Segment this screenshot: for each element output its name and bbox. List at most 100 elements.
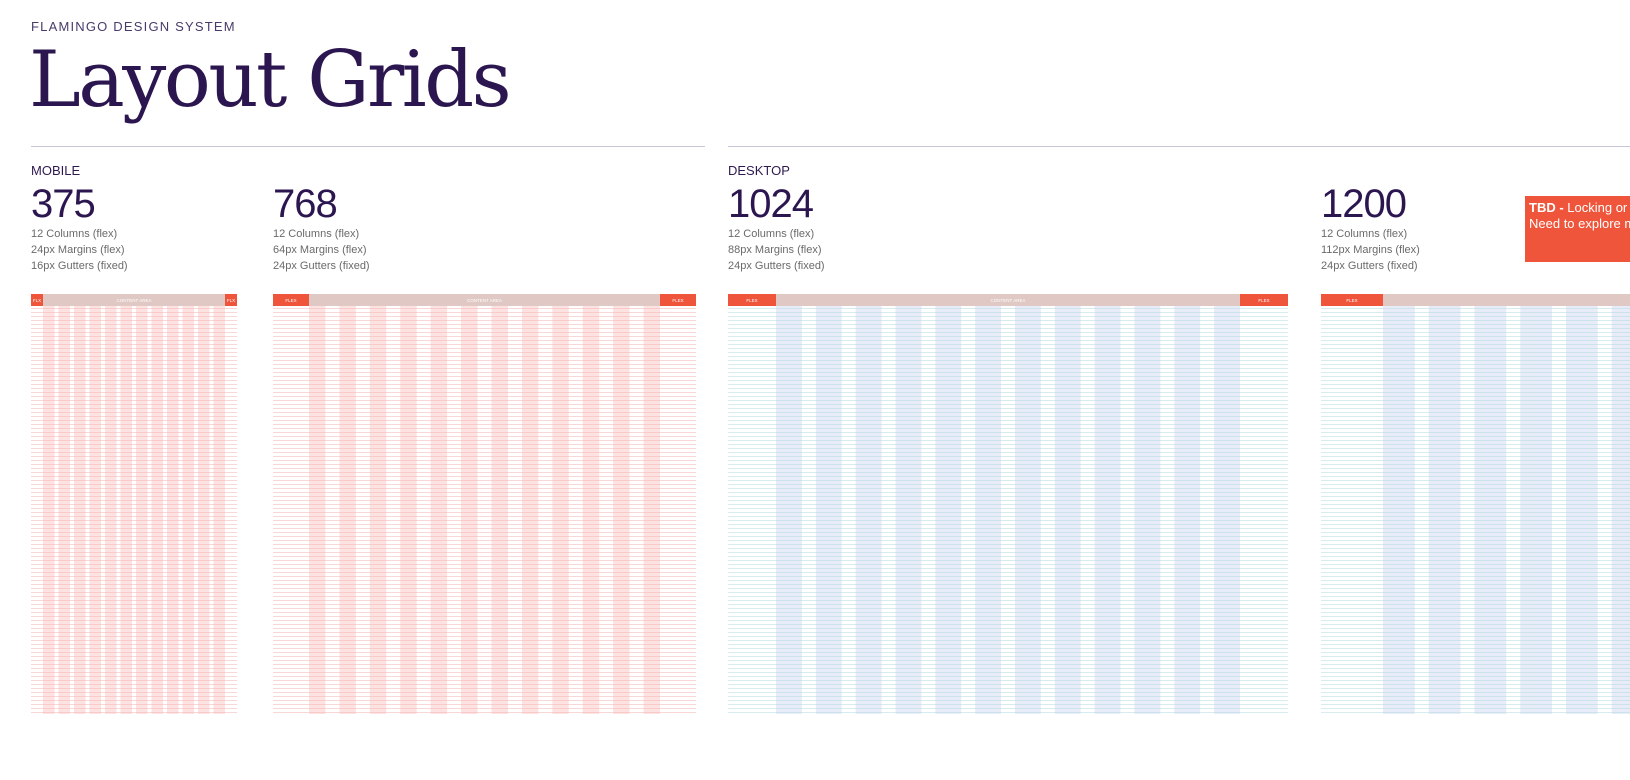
grid-row-line: [273, 524, 696, 525]
grid-row-line: [1321, 316, 1630, 317]
grid-row-line: [273, 328, 696, 329]
grid-row-line: [273, 680, 696, 681]
grid-row-line: [31, 652, 237, 653]
grid-row-line: [31, 444, 237, 445]
grid-row-line: [1321, 644, 1630, 645]
grid-row-line: [728, 668, 1288, 669]
grid-row-line: [273, 368, 696, 369]
grid-row-line: [31, 544, 237, 545]
grid-row-line: [728, 480, 1288, 481]
columns-spec: 12 Columns (flex): [1321, 228, 1408, 240]
grid-row-line: [728, 520, 1288, 521]
grid-row-line: [31, 640, 237, 641]
grid-row-line: [728, 380, 1288, 381]
grid-row-line: [273, 556, 696, 557]
grid-row-line: [1321, 672, 1630, 673]
grid-row-line: [273, 552, 696, 553]
grid-row-line: [273, 584, 696, 585]
grid-row-line: [273, 392, 696, 393]
grid-row-line: [31, 496, 237, 497]
grid-row-line: [1321, 420, 1630, 421]
grid-row-line: [728, 712, 1288, 713]
margin-right-marker: [225, 294, 237, 306]
grid-row-line: [1321, 484, 1630, 485]
grid-row-line: [728, 700, 1288, 701]
grid-row-line: [31, 552, 237, 553]
grid-header-band: [1321, 294, 1630, 306]
grid-row-line: [273, 684, 696, 685]
grid-row-line: [273, 536, 696, 537]
grid-row-line: [1321, 496, 1630, 497]
grid-row-line: [31, 536, 237, 537]
grid-row-line: [1321, 324, 1630, 325]
section-label-mobile: MOBILE: [31, 163, 81, 178]
grid-row-line: [728, 680, 1288, 681]
grid-row-line: [728, 484, 1288, 485]
grid-frame-768: FLEX FLEX CONTENT AREA: [273, 294, 696, 714]
grid-row-line: [1321, 664, 1630, 665]
grid-row-line: [1321, 520, 1630, 521]
grid-row-line: [1321, 504, 1630, 505]
margin-right-marker: [1240, 294, 1288, 306]
grid-row-line: [1321, 596, 1630, 597]
grid-row-line: [728, 344, 1288, 345]
grid-row-line: [1321, 320, 1630, 321]
margin-left-marker: [1321, 294, 1383, 306]
grid-row-line: [273, 580, 696, 581]
grid-row-line: [1321, 608, 1630, 609]
grid-row-line: [31, 572, 237, 573]
grid-row-line: [31, 396, 237, 397]
grid-row-line: [728, 576, 1288, 577]
grid-row-line: [273, 464, 696, 465]
grid-row-line: [1321, 372, 1630, 373]
grid-row-line: [31, 556, 237, 557]
grid-row-line: [273, 608, 696, 609]
content-area-label: CONTENT AREA: [991, 298, 1026, 303]
grid-row-line: [728, 472, 1288, 473]
grid-row-line: [31, 672, 237, 673]
grid-row-line: [273, 704, 696, 705]
grid-row-line: [273, 544, 696, 545]
margin-right-marker: [660, 294, 696, 306]
grid-row-line: [728, 660, 1288, 661]
grid-row-line: [728, 364, 1288, 365]
grid-row-line: [728, 568, 1288, 569]
grid-row-line: [1321, 524, 1630, 525]
grid-row-line: [728, 424, 1288, 425]
grid-row-line: [273, 672, 696, 673]
grid-row-line: [728, 544, 1288, 545]
grid-row-line: [273, 652, 696, 653]
grid-row-line: [1321, 396, 1630, 397]
grid-row-line: [31, 576, 237, 577]
breakpoint-width: 375: [31, 182, 96, 226]
grid-row-line: [1321, 516, 1630, 517]
grid-row-line: [1321, 472, 1630, 473]
grid-row-line: [728, 644, 1288, 645]
margin-label-right: FLX: [227, 298, 235, 303]
grid-row-line: [1321, 568, 1630, 569]
grid-row-line: [31, 488, 237, 489]
grid-canvas: FLX FLX CONTENT AREA: [31, 294, 237, 714]
grid-row-line: [31, 436, 237, 437]
grid-row-line: [728, 328, 1288, 329]
margin-left-marker: [31, 294, 43, 306]
grid-row-line: [273, 492, 696, 493]
grid-row-line: [273, 708, 696, 709]
grid-row-line: [31, 328, 237, 329]
grid-row-line: [1321, 464, 1630, 465]
breakpoint-spec-768: 768 12 Columns (flex) 64px Margins (flex…: [273, 182, 370, 274]
grid-row-line: [728, 408, 1288, 409]
grid-row-line: [273, 488, 696, 489]
grid-row-line: [31, 360, 237, 361]
grid-row-line: [728, 428, 1288, 429]
grid-row-line: [31, 588, 237, 589]
grid-row-line: [728, 532, 1288, 533]
gutters-spec: 16px Gutters (fixed): [31, 260, 128, 272]
grid-row-line: [728, 616, 1288, 617]
grid-row-line: [31, 420, 237, 421]
grid-row-line: [31, 440, 237, 441]
gutters-spec: 24px Gutters (fixed): [728, 260, 825, 272]
grid-row-line: [1321, 696, 1630, 697]
